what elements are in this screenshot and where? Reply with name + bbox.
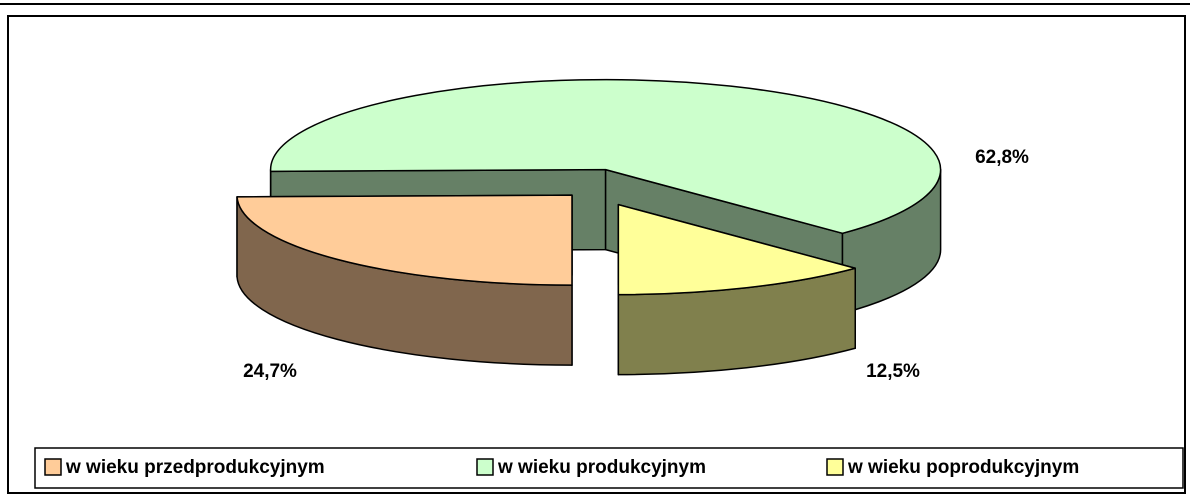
pie xyxy=(236,78,942,376)
slice xyxy=(236,194,573,286)
data-label: 62,8% xyxy=(975,147,1029,168)
data-label: 12,5% xyxy=(866,361,920,382)
slice xyxy=(269,78,942,235)
legend-label: w wieku produkcyjnym xyxy=(497,457,706,478)
legend-label: w wieku przedprodukcyjnym xyxy=(65,457,325,478)
slice xyxy=(617,203,856,296)
legend-swatch xyxy=(826,458,844,476)
legend-box xyxy=(34,447,1184,489)
legend-swatch xyxy=(44,458,62,476)
data-label: 24,7% xyxy=(243,361,297,382)
legend-swatch xyxy=(476,458,494,476)
legend-label: w wieku poprodukcyjnym xyxy=(847,457,1079,478)
